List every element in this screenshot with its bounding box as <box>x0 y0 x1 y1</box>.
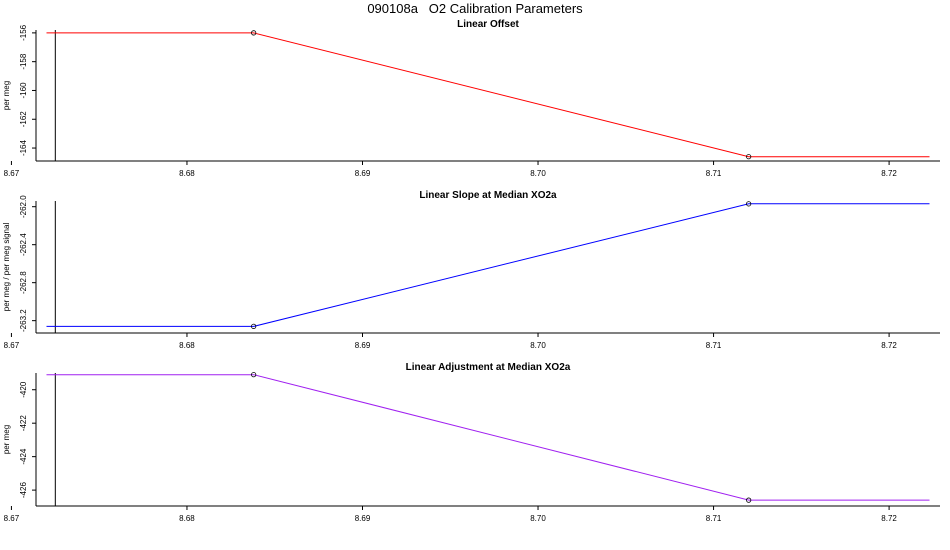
y-tick-label-1: -164 <box>19 139 28 156</box>
data-point-3 <box>251 372 257 378</box>
y-tick-label-3: -424 <box>19 448 28 465</box>
x-tick-label-1: 8.71 <box>706 169 722 178</box>
x-tick-label-2: 8.71 <box>706 341 722 350</box>
chart-panel-3: Linear Adjustment at Median XO2a 8.67 8.68… <box>2 362 940 523</box>
y-tick-label-3: -422 <box>19 415 28 432</box>
data-point-1 <box>746 154 752 160</box>
x-tick-label-1: 8.68 <box>179 169 195 178</box>
x-tick-label-2: 8.70 <box>530 341 546 350</box>
y-tick-label-3: -420 <box>19 381 28 398</box>
panel-title-2: Linear Slope at Median XO2a <box>419 190 557 201</box>
x-tick-label-1: 8.72 <box>881 169 897 178</box>
x-tick-label-3: 8.72 <box>881 514 897 523</box>
series-line-1 <box>46 32 930 158</box>
panel-title-3: Linear Adjustment at Median XO2a <box>406 362 571 373</box>
y-axis-label-2: per meg / per meg signal <box>2 223 11 312</box>
y-tick-label-1: -162 <box>19 111 28 128</box>
data-point-1 <box>251 30 257 36</box>
y-tick-label-1: -160 <box>19 82 28 99</box>
x-tick-label-3: 8.70 <box>530 514 546 523</box>
data-point-2 <box>251 323 257 329</box>
y-tick-label-2: -262.8 <box>19 271 28 294</box>
y-tick-label-1: -158 <box>19 53 28 70</box>
y-axis-label-1: per meg <box>2 81 11 110</box>
x-tick-label-2: 8.72 <box>881 341 897 350</box>
y-tick-label-2: -262.4 <box>19 233 28 256</box>
x-tick-label-2: 8.68 <box>179 341 195 350</box>
x-tick-label-3: 8.71 <box>706 514 722 523</box>
x-tick-label-1: 8.67 <box>4 169 20 178</box>
x-tick-label-2: 8.67 <box>4 341 20 350</box>
data-point-3 <box>746 497 752 503</box>
data-point-2 <box>746 201 752 207</box>
y-tick-label-2: -263.2 <box>19 309 28 332</box>
x-tick-label-3: 8.67 <box>4 514 20 523</box>
x-tick-label-3: 8.68 <box>179 514 195 523</box>
chart-panel-1: Linear Offset 8.67 8.68 8.69 8.70 8.71 8.72 -15… <box>2 19 940 178</box>
x-tick-label-3: 8.69 <box>355 514 371 523</box>
x-tick-label-1: 8.69 <box>355 169 371 178</box>
y-tick-label-3: -426 <box>19 482 28 499</box>
y-axis-label-3: per meg <box>2 425 11 454</box>
series-line-2 <box>46 203 930 327</box>
y-tick-label-2: -262.0 <box>19 195 28 218</box>
panel-title-1: Linear Offset <box>457 19 519 30</box>
x-tick-label-2: 8.69 <box>355 341 371 350</box>
y-tick-label-1: -156 <box>19 24 28 41</box>
figure-title: 090108a O2 Calibration Parameters <box>367 1 583 16</box>
series-line-3 <box>46 374 930 501</box>
x-tick-label-1: 8.70 <box>530 169 546 178</box>
chart-panel-2: Linear Slope at Median XO2a 8.67 8.68 8.69 8… <box>2 190 940 350</box>
